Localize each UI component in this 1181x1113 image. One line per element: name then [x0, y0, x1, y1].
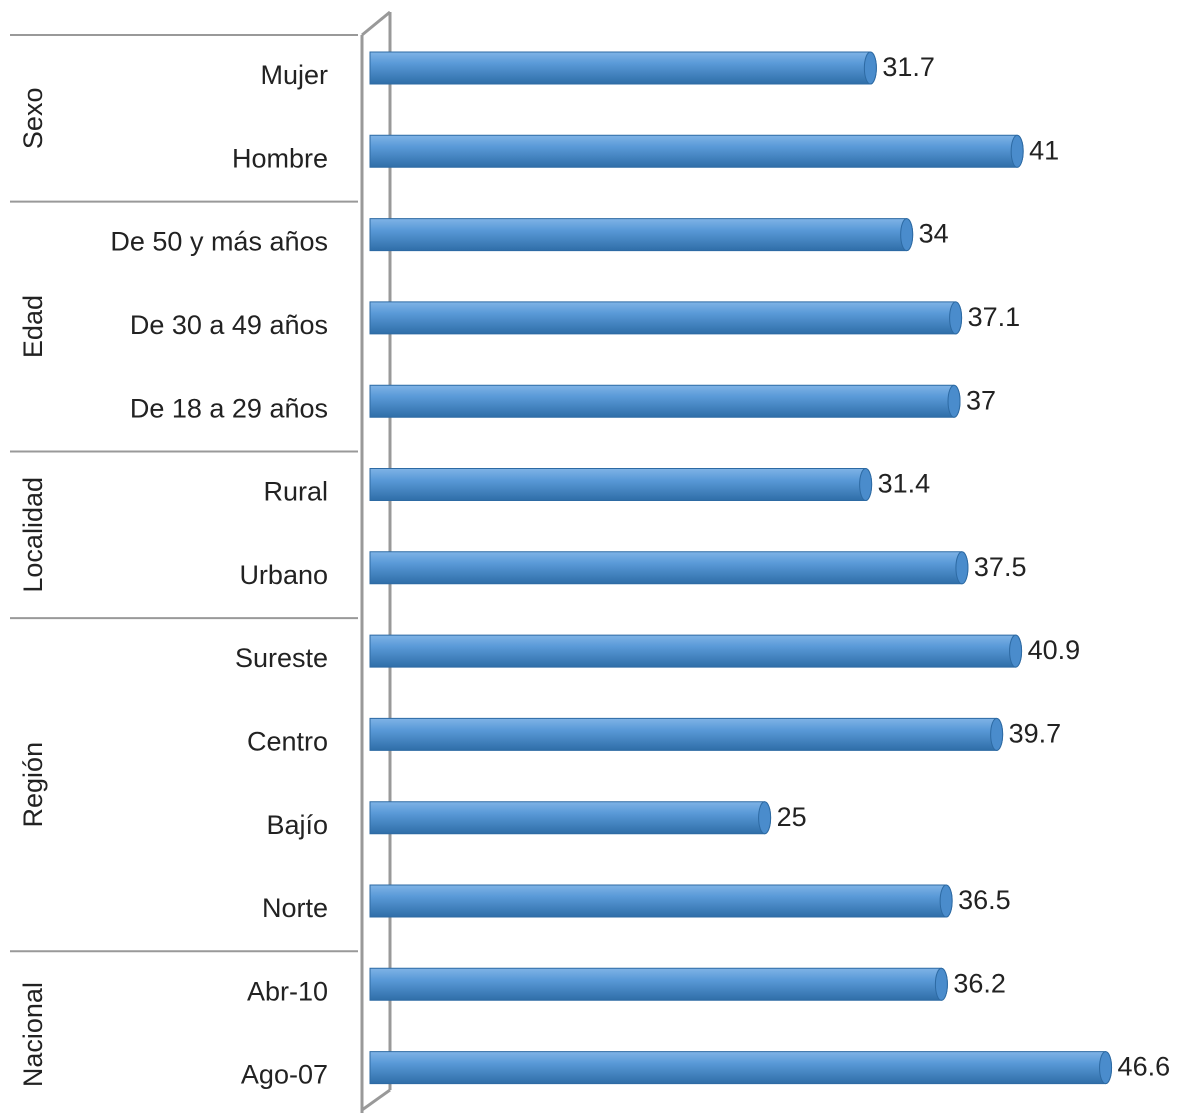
bar-cap: [1099, 1051, 1113, 1085]
category-label: Rural: [263, 477, 328, 507]
bar-cap: [939, 884, 953, 918]
bar-cap: [949, 301, 963, 335]
value-label: 37.1: [968, 302, 1021, 332]
bar: [369, 801, 772, 835]
category-label: De 50 y más años: [110, 227, 328, 257]
bar: [369, 884, 953, 918]
category-label: Bajío: [266, 810, 328, 840]
bar-cap: [900, 218, 914, 252]
category-label: Abr-10: [247, 976, 328, 1006]
bar-cap: [934, 967, 948, 1001]
value-label: 36.5: [958, 885, 1011, 915]
value-label: 37: [966, 385, 996, 415]
value-label: 25: [777, 802, 807, 832]
value-label: 46.6: [1118, 1052, 1171, 1082]
axis-line: [361, 10, 391, 37]
category-label: Centro: [247, 727, 328, 757]
value-label: 31.7: [882, 52, 935, 82]
group-label: Nacional: [18, 982, 48, 1087]
bar: [369, 301, 963, 335]
bar: [369, 384, 961, 418]
category-label: Hombre: [232, 143, 328, 173]
value-label: 31.4: [878, 469, 931, 499]
category-label: Sureste: [235, 643, 328, 673]
bar: [369, 551, 969, 585]
bar: [369, 634, 1023, 668]
bar-cap: [859, 468, 873, 501]
bar-cap: [990, 717, 1004, 751]
category-label: De 30 a 49 años: [130, 310, 328, 340]
bar: [369, 717, 1004, 751]
group-label: Edad: [18, 295, 48, 358]
value-label: 39.7: [1009, 719, 1062, 749]
value-label: 37.5: [974, 552, 1027, 582]
category-label: Ago-07: [241, 1060, 328, 1090]
category-label: Norte: [262, 893, 328, 923]
value-label: 40.9: [1028, 635, 1081, 665]
bar: [369, 218, 914, 252]
bar: [369, 51, 877, 85]
category-label: Mujer: [260, 60, 328, 90]
group-label: Localidad: [18, 477, 48, 593]
bar: [369, 967, 948, 1001]
category-label: Urbano: [239, 560, 328, 590]
axis-line: [361, 1088, 391, 1112]
bar-cap: [1010, 134, 1024, 168]
bar-cap: [758, 801, 772, 835]
bar-cap: [947, 384, 961, 418]
value-label: 41: [1029, 135, 1059, 165]
group-label: Región: [18, 742, 48, 828]
bar: [369, 134, 1024, 168]
bar: [369, 468, 873, 501]
category-label: De 18 a 29 años: [130, 393, 328, 423]
bar-cap: [955, 551, 969, 585]
bar-cap: [1009, 634, 1023, 668]
value-label: 34: [919, 219, 949, 249]
bar: [369, 1051, 1113, 1085]
bar-cap: [863, 51, 877, 85]
value-label: 36.2: [953, 968, 1006, 998]
group-label: Sexo: [18, 88, 48, 150]
